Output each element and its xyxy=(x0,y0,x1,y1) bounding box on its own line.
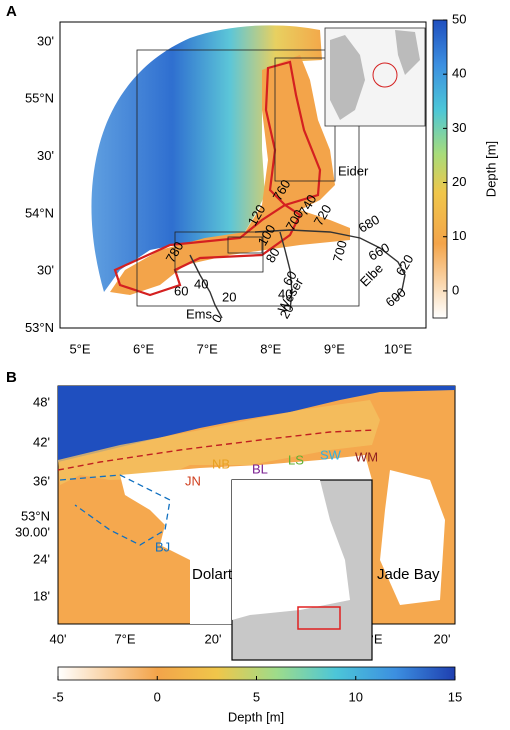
lat-label: 36' xyxy=(33,473,50,488)
colorbar-tick-label: 5 xyxy=(253,689,260,704)
colorbar-tick-label: 20 xyxy=(452,174,466,189)
lon-label: 7°E xyxy=(197,341,218,356)
basin-boundary xyxy=(59,474,171,546)
model-boundary xyxy=(113,60,322,297)
area-label: WM xyxy=(355,449,378,464)
colorbar-tick-label: 0 xyxy=(154,689,161,704)
lat-label: 24' xyxy=(33,551,50,566)
area-label: JN xyxy=(185,473,201,488)
colorbar-label: Depth [m] xyxy=(483,141,498,197)
km-label: 60 xyxy=(280,268,300,288)
km-label: 80 xyxy=(263,245,283,265)
colorbar-tick-label: 30 xyxy=(452,120,466,135)
km-label: 20 xyxy=(222,289,236,304)
lon-label: 8°E xyxy=(260,341,281,356)
lon-label: 20' xyxy=(205,631,222,646)
lon-label: 6°E xyxy=(133,341,154,356)
km-label: 40 xyxy=(194,276,208,291)
lat-label: 30' xyxy=(37,148,54,163)
lat-label: 53°N xyxy=(25,320,54,335)
inset-marker xyxy=(297,606,341,630)
inset-land xyxy=(330,30,420,120)
lon-label: 20' xyxy=(434,631,451,646)
area-label: NB xyxy=(212,456,230,471)
colorbar xyxy=(432,19,448,319)
colorbar-tick-label: 50 xyxy=(452,11,466,26)
lat-label: 53°N xyxy=(21,508,50,523)
river-label: Ems xyxy=(186,306,213,321)
lon-label: 40' xyxy=(50,631,67,646)
inset-marker xyxy=(372,62,398,88)
area-label: BJ xyxy=(155,539,170,554)
lat-label: 54°N xyxy=(25,205,54,220)
colorbar-tick-label: 40 xyxy=(452,66,466,81)
bay-label: Jade Bay xyxy=(377,566,440,583)
river-label: Eider xyxy=(338,163,369,178)
lon-label: 10°E xyxy=(384,341,413,356)
area-label: LS xyxy=(288,452,304,467)
area-label: SW xyxy=(320,447,342,462)
lat-label: 30.00' xyxy=(15,524,50,539)
colorbar-tick-label: 10 xyxy=(349,689,363,704)
jade-land xyxy=(380,470,445,605)
panel-label: A xyxy=(6,3,17,20)
lat-label: 42' xyxy=(33,434,50,449)
lat-label: 55°N xyxy=(25,91,54,106)
lon-label: 5°E xyxy=(69,341,90,356)
colorbar-tick-label: 10 xyxy=(452,228,466,243)
lat-label: 18' xyxy=(33,588,50,603)
km-label: 700 xyxy=(330,239,350,264)
lon-label: 9°E xyxy=(324,341,345,356)
colorbar-tick-label: 0 xyxy=(452,282,459,297)
colorbar-tick-label: -5 xyxy=(52,689,64,704)
lat-label: 30' xyxy=(37,33,54,48)
km-label: 40 xyxy=(278,286,292,301)
km-label: 60 xyxy=(174,283,188,298)
colorbar-tick-label: 15 xyxy=(448,689,462,704)
lat-label: 30' xyxy=(37,263,54,278)
lat-label: 48' xyxy=(33,394,50,409)
sea-area xyxy=(58,386,455,462)
area-label: BL xyxy=(252,461,268,476)
lon-label: 7°E xyxy=(114,631,135,646)
sea-area xyxy=(91,25,322,292)
inset-sea xyxy=(232,480,350,620)
river-axis xyxy=(189,229,406,319)
boundary-line xyxy=(57,429,376,471)
tidal-flats xyxy=(58,400,380,485)
panel-label: B xyxy=(6,369,17,386)
colorbar-label: Depth [m] xyxy=(228,709,284,724)
km-label: 20 xyxy=(277,301,297,321)
